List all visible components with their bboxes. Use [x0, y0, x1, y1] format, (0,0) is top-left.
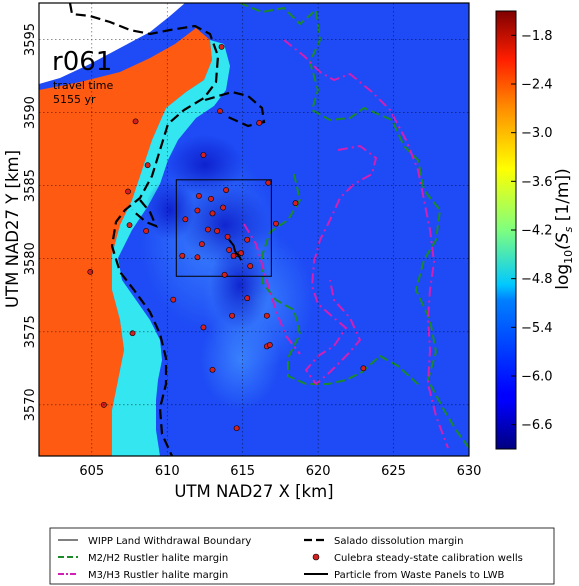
legend: WIPP Land Withdrawal Boundary M2/H2 Rust… — [49, 527, 555, 585]
calibration-well — [179, 252, 186, 259]
y-axis-label: UTM NAD27 Y [km] — [3, 150, 22, 308]
y-axis-ticks: 3570 3575 3580 3585 3590 3595 — [23, 23, 38, 421]
travel-time-value: 5155 yr — [53, 93, 96, 106]
calibration-well — [244, 295, 251, 302]
colorbar-tick-label: −2.4 — [521, 78, 553, 93]
calibration-well — [208, 195, 214, 202]
colorbar-tick-label: −6.6 — [521, 418, 553, 433]
calibration-well — [132, 118, 139, 125]
legend-m3h3-label: M3/H3 Rustler halite margin — [88, 570, 228, 581]
calibration-well — [182, 216, 189, 223]
calibration-well — [238, 249, 245, 256]
calibration-well — [200, 152, 207, 158]
calibration-well — [360, 365, 367, 372]
particle-path — [228, 239, 243, 261]
colorbar-tick-label: −1.8 — [521, 29, 553, 44]
calibration-well — [214, 228, 220, 234]
calibration-well — [223, 187, 229, 193]
calibration-well — [272, 220, 279, 227]
calibration-well — [224, 233, 231, 240]
x-tick-label: 605 — [79, 464, 104, 479]
calibration-well — [170, 296, 177, 303]
calibration-well — [292, 200, 299, 207]
y-tick-label: 3575 — [23, 315, 38, 348]
x-tick-label: 625 — [381, 464, 406, 479]
calibration-well — [205, 226, 211, 233]
calibration-well — [220, 204, 226, 211]
x-tick-label: 615 — [230, 464, 255, 479]
calibration-well — [194, 207, 201, 214]
calibration-well — [209, 210, 216, 217]
calibration-well — [129, 330, 136, 337]
calibration-well — [126, 222, 133, 229]
calibration-well — [199, 241, 205, 248]
colorbar-tick-label: −6.0 — [521, 370, 553, 385]
legend-well-swatch — [312, 553, 320, 561]
colorbar-tick-label: −5.4 — [521, 321, 553, 336]
calibration-well — [256, 119, 263, 126]
calibration-well — [217, 108, 223, 115]
calibration-well — [244, 236, 251, 243]
field-halo-3 — [200, 310, 280, 410]
calibration-well — [221, 271, 228, 278]
calibration-well — [247, 263, 254, 269]
salado-margin — [68, 3, 266, 456]
calibration-well — [125, 188, 131, 195]
legend-wipp-label: WIPP Land Withdrawal Boundary — [88, 536, 251, 547]
colorbar-tick-label: −4.8 — [521, 272, 553, 287]
calibration-well — [196, 192, 202, 199]
calibration-well — [229, 312, 236, 319]
colorbar-label: log10(Ss [1/m]) — [553, 168, 575, 290]
calibration-well — [200, 324, 207, 331]
x-axis-ticks: 605 610 615 620 625 630 — [79, 464, 481, 479]
x-tick-label: 610 — [155, 464, 180, 479]
calibration-well — [87, 268, 94, 275]
calibration-well — [233, 425, 240, 432]
legend-salado-label: Salado dissolution margin — [334, 536, 463, 547]
legend-wells-label: Culebra steady-state calibration wells — [334, 553, 523, 564]
colorbar-tick-label: −3.0 — [521, 126, 553, 141]
calibration-well — [144, 162, 151, 169]
calibration-well — [143, 228, 150, 234]
colorbar-tick-label: −4.2 — [521, 224, 553, 239]
x-tick-label: 620 — [306, 464, 331, 479]
dark-blob-3 — [210, 240, 270, 330]
calibration-well — [226, 247, 233, 253]
orange-region — [39, 28, 212, 456]
calibration-well — [218, 43, 225, 50]
calibration-well — [265, 179, 272, 186]
dark-blob-4 — [145, 180, 195, 240]
m3h3-margin — [243, 39, 449, 449]
colorbar-tick-label: −3.6 — [521, 175, 553, 190]
run-label: r061 — [52, 47, 112, 77]
no-data-wedge — [39, 3, 185, 84]
x-axis-label: UTM NAD27 X [km] — [174, 482, 333, 501]
calibration-well — [209, 366, 216, 373]
legend-m2h2-label: M2/H2 Rustler halite margin — [88, 553, 228, 564]
y-tick-label: 3580 — [23, 242, 38, 275]
map-panel — [39, 3, 469, 456]
calibration-well — [263, 312, 270, 319]
map-frame — [38, 2, 470, 457]
x-tick-label: 630 — [457, 464, 482, 479]
cyan-band — [112, 40, 230, 456]
calibration-well — [194, 254, 201, 261]
y-tick-label: 3570 — [23, 388, 38, 421]
legend-frame — [49, 527, 555, 585]
colorbar-ticks: −1.8 −2.4 −3.0 −3.6 −4.2 −4.8 −5.4 −6.0 −6.6 — [511, 29, 553, 433]
legend-particle-label: Particle from Waste Panels to LWB — [334, 570, 505, 581]
travel-time-label: travel time — [53, 79, 113, 92]
y-tick-label: 3595 — [23, 23, 38, 56]
calibration-well — [266, 342, 273, 348]
y-tick-label: 3590 — [23, 96, 38, 129]
y-tick-label: 3585 — [23, 169, 38, 202]
grid-layer — [39, 3, 469, 456]
